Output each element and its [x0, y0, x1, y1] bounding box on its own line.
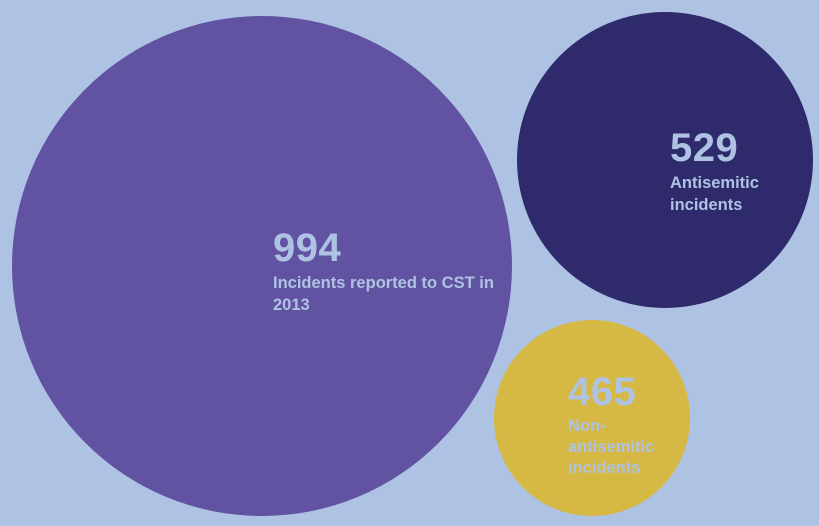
- bubble-total-value: 994: [273, 226, 342, 270]
- bubble-non-antisemitic-label: Non-antisemitic incidents: [568, 417, 655, 477]
- bubble-non-antisemitic-value: 465: [568, 370, 637, 414]
- bubble-antisemitic-value: 529: [670, 126, 739, 170]
- bubble-total-text: 994 Incidents reported to CST in 2013: [273, 228, 503, 316]
- bubble-total-label: Incidents reported to CST in 2013: [273, 274, 494, 314]
- bubble-antisemitic-incidents: [517, 12, 813, 308]
- bubble-total-incidents: [12, 16, 512, 516]
- bubble-antisemitic-text: 529 Antisemitic incidents: [670, 128, 800, 216]
- bubble-antisemitic-label: Antisemitic incidents: [670, 174, 759, 214]
- bubble-non-antisemitic-text: 465 Non-antisemitic incidents: [568, 372, 688, 479]
- bubble-non-antisemitic-incidents: [494, 320, 690, 516]
